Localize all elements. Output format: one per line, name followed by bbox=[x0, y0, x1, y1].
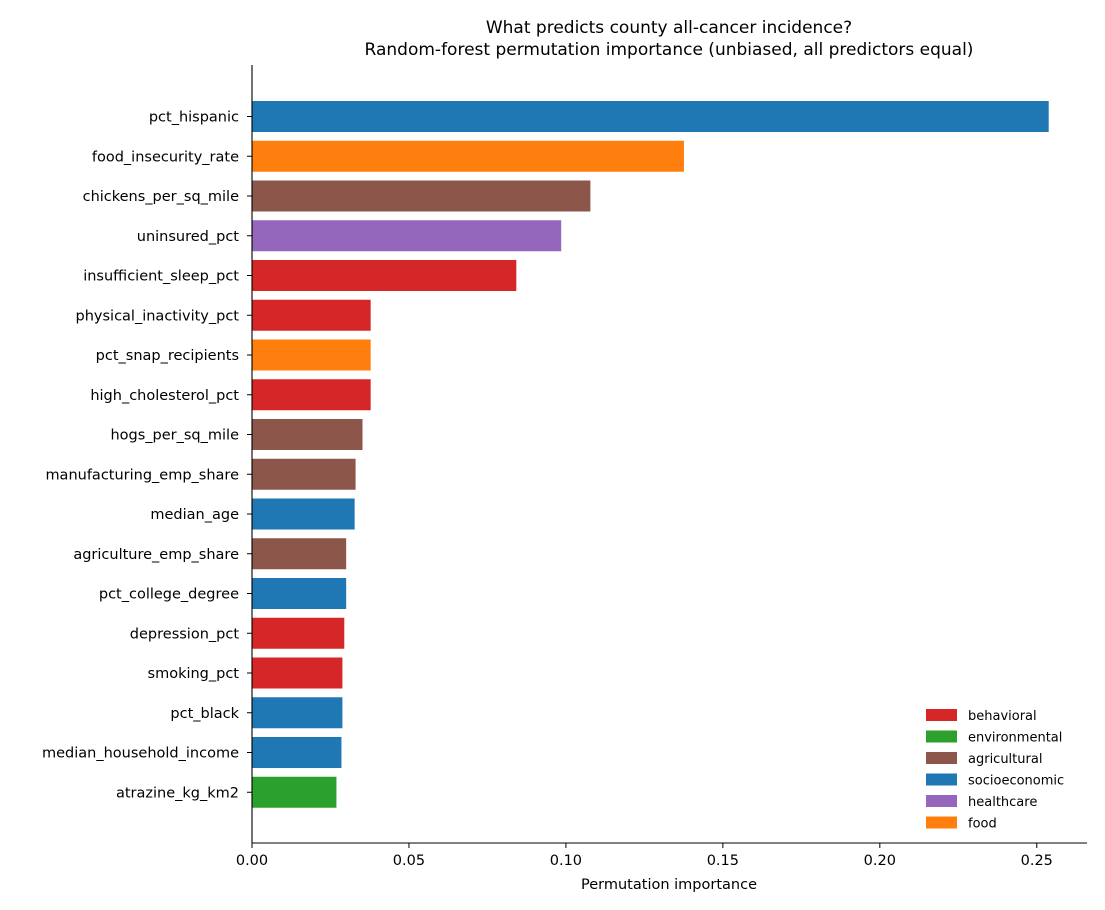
legend-label-environmental: environmental bbox=[968, 731, 1062, 746]
legend-swatch-behavioral bbox=[926, 709, 957, 721]
legend-swatch-agricultural bbox=[926, 752, 957, 764]
legend-label-agricultural: agricultural bbox=[968, 752, 1042, 767]
y-tick-labels: pct_hispanic food_insecurity_rate chickens… bbox=[42, 110, 252, 801]
legend-label-behavioral: behavioral bbox=[968, 709, 1037, 724]
bar-pct-snap-recipients bbox=[252, 339, 371, 371]
bar-high-cholesterol-pct bbox=[252, 379, 371, 411]
x-tick-label: 0.10 bbox=[550, 853, 582, 869]
chart-title: What predicts county all-cancer incidenc… bbox=[486, 18, 852, 38]
chart-subtitle: Random-forest permutation importance (un… bbox=[365, 40, 974, 60]
bar-hogs-per-sq-mile bbox=[252, 419, 363, 450]
x-ticks: 0.00 0.05 0.10 0.15 0.20 0.25 bbox=[236, 843, 1053, 869]
bar-insufficient-sleep-pct bbox=[252, 260, 517, 291]
y-tick-label-insufficient-sleep-pct: insufficient_sleep_pct bbox=[83, 269, 239, 285]
x-axis-label: Permutation importance bbox=[581, 877, 757, 893]
legend-label-healthcare: healthcare bbox=[968, 795, 1037, 810]
legend: behavioral environmental agricultural socio… bbox=[926, 709, 1064, 832]
bar-agriculture-emp-share bbox=[252, 538, 347, 570]
y-tick-label-atrazine-kg-km2: atrazine_kg_km2 bbox=[116, 785, 239, 801]
y-tick-label-food-insecurity-rate: food_insecurity_rate bbox=[92, 149, 239, 165]
bars-group bbox=[252, 101, 1049, 808]
bar-food-insecurity-rate bbox=[252, 140, 684, 172]
legend-swatch-socioeconomic bbox=[926, 773, 957, 786]
bar-chickens-per-sq-mile bbox=[252, 180, 591, 212]
bar-depression-pct bbox=[252, 617, 345, 649]
bar-atrazine-kg-km2 bbox=[252, 776, 337, 808]
bar-uninsured-pct bbox=[252, 220, 562, 252]
bar-median-age bbox=[252, 498, 355, 530]
y-tick-label-pct-college-degree: pct_college_degree bbox=[99, 587, 239, 603]
bar-pct-hispanic bbox=[252, 101, 1049, 132]
x-tick-label: 0.25 bbox=[1021, 853, 1053, 869]
y-tick-label-median-household-income: median_household_income bbox=[42, 746, 239, 762]
y-tick-label-pct-snap-recipients: pct_snap_recipients bbox=[96, 348, 239, 364]
legend-swatch-food bbox=[926, 816, 957, 829]
legend-swatch-healthcare bbox=[926, 795, 957, 807]
legend-label-food: food bbox=[968, 817, 997, 832]
legend-label-socioeconomic: socioeconomic bbox=[968, 774, 1064, 789]
y-tick-label-median-age: median_age bbox=[150, 507, 239, 523]
y-tick-label-manufacturing-emp-share: manufacturing_emp_share bbox=[45, 467, 239, 483]
x-tick-label: 0.00 bbox=[236, 853, 268, 869]
bar-manufacturing-emp-share bbox=[252, 458, 356, 490]
y-tick-label-high-cholesterol-pct: high_cholesterol_pct bbox=[90, 388, 239, 404]
x-tick-label: 0.20 bbox=[864, 853, 896, 869]
bar-smoking-pct bbox=[252, 657, 343, 689]
y-tick-label-physical-inactivity-pct: physical_inactivity_pct bbox=[76, 308, 240, 324]
y-tick-label-hogs-per-sq-mile: hogs_per_sq_mile bbox=[110, 428, 239, 444]
y-tick-label-pct-hispanic: pct_hispanic bbox=[149, 110, 239, 126]
legend-swatch-environmental bbox=[926, 730, 957, 743]
bar-pct-black bbox=[252, 697, 343, 729]
y-tick-label-smoking-pct: smoking_pct bbox=[148, 666, 240, 682]
y-tick-label-pct-black: pct_black bbox=[170, 706, 239, 722]
y-tick-label-uninsured-pct: uninsured_pct bbox=[137, 229, 240, 245]
y-tick-label-depression-pct: depression_pct bbox=[130, 626, 240, 642]
bar-pct-college-degree bbox=[252, 578, 347, 609]
x-tick-label: 0.05 bbox=[393, 853, 425, 869]
bar-physical-inactivity-pct bbox=[252, 299, 371, 331]
y-tick-label-agriculture-emp-share: agriculture_emp_share bbox=[73, 547, 239, 563]
x-tick-label: 0.15 bbox=[707, 853, 739, 869]
y-tick-label-chickens-per-sq-mile: chickens_per_sq_mile bbox=[83, 189, 239, 205]
bar-median-household-income bbox=[252, 737, 342, 768]
